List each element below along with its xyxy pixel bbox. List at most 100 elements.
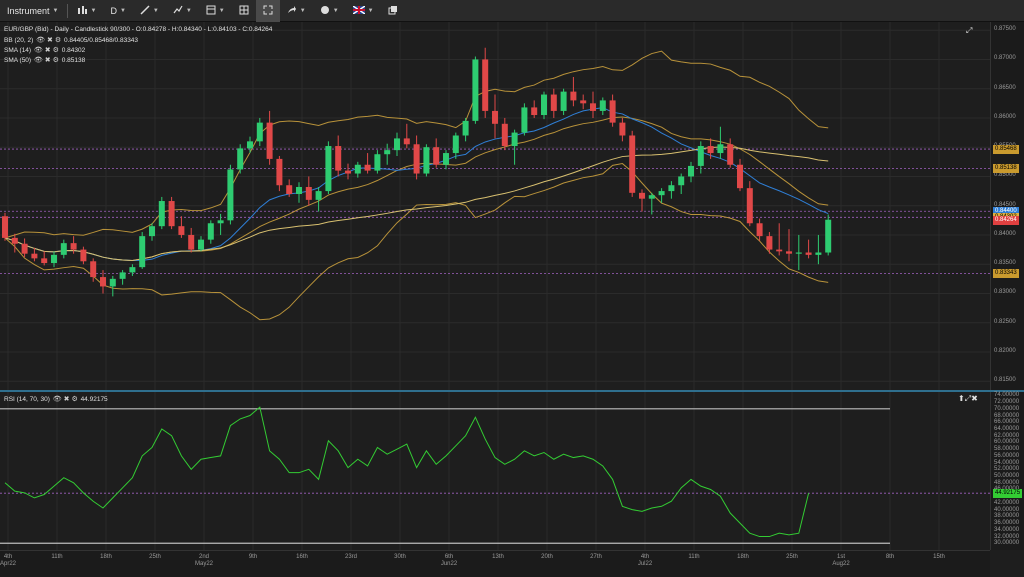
time-tick: 11th bbox=[688, 554, 699, 561]
close-icon[interactable]: ✖ bbox=[44, 47, 51, 54]
rsi-axis-label: 42.00000 bbox=[994, 499, 1020, 506]
candle-body bbox=[492, 110, 498, 124]
time-tick: 30th bbox=[394, 554, 406, 561]
candle-body bbox=[296, 186, 302, 195]
candle-body bbox=[188, 234, 195, 250]
price-axis-label: 0.82500 bbox=[994, 318, 1016, 325]
pane-controls: ⬆⤢✖ bbox=[958, 394, 978, 404]
layout-icon bbox=[239, 5, 249, 17]
close-icon[interactable]: ✖ bbox=[971, 394, 978, 403]
template-button[interactable]: ▼ bbox=[199, 0, 232, 22]
candle-body bbox=[609, 100, 616, 123]
expand-icon[interactable]: ⤢ bbox=[964, 394, 972, 403]
candle-body bbox=[413, 144, 420, 174]
candle-body bbox=[100, 277, 106, 287]
price-axis[interactable]: 0.875000.870000.865000.860000.855000.850… bbox=[990, 22, 1024, 390]
price-tag: 0.84400 bbox=[993, 207, 1019, 217]
candle-body bbox=[766, 236, 773, 250]
candle-body bbox=[737, 164, 743, 189]
gear-icon[interactable]: ⚙ bbox=[71, 396, 78, 403]
candle-body bbox=[756, 223, 763, 237]
time-tick-label: 15th bbox=[933, 554, 945, 560]
language-button[interactable]: ▼ bbox=[346, 0, 381, 22]
price-axis-label: 0.86000 bbox=[994, 113, 1016, 120]
time-axis[interactable]: 4th Apr22 11th 18th 25th 2nd May22 9th 16th 23rd 3… bbox=[0, 550, 990, 577]
layout-button[interactable] bbox=[232, 0, 256, 22]
time-tick-label: 11th bbox=[51, 554, 63, 560]
rsi-chart[interactable] bbox=[0, 392, 990, 550]
rsi-axis[interactable]: 74.00000 72.00000 70.00000 68.00000 66.00000… bbox=[990, 392, 1024, 550]
rsi-axis-label: 62.00000 bbox=[994, 432, 1020, 439]
candle-body bbox=[443, 153, 449, 165]
candle-body bbox=[795, 252, 802, 254]
time-tick: 27th bbox=[590, 554, 602, 561]
share-icon bbox=[287, 5, 297, 17]
gear-icon[interactable]: ⚙ bbox=[52, 57, 59, 64]
candle-body bbox=[599, 100, 606, 111]
time-tick-label: 18th bbox=[100, 554, 112, 560]
theme-icon bbox=[320, 5, 330, 17]
bb-values: 0.84405/0.85468/0.83343 bbox=[63, 37, 139, 44]
eye-icon[interactable]: 👁 bbox=[33, 57, 43, 64]
candle-body bbox=[237, 148, 244, 170]
gear-icon[interactable]: ⚙ bbox=[54, 37, 62, 44]
price-tag: 0.83343 bbox=[993, 269, 1019, 279]
rsi-axis-label: 64.00000 bbox=[994, 425, 1020, 432]
eye-icon[interactable]: 👁 bbox=[36, 37, 45, 44]
candle-body bbox=[31, 253, 38, 259]
rsi-tag: 44.92175 bbox=[993, 489, 1023, 499]
move-up-icon[interactable]: ⬆ bbox=[958, 394, 965, 403]
chevron-down-icon: ▼ bbox=[332, 7, 339, 14]
share-button[interactable]: ▼ bbox=[280, 0, 313, 22]
theme-button[interactable]: ▼ bbox=[313, 0, 346, 22]
candle-body bbox=[648, 195, 655, 199]
candle-body bbox=[629, 135, 636, 193]
candle-body bbox=[707, 146, 714, 154]
chevron-down-icon: ▼ bbox=[185, 7, 192, 14]
fullscreen-button[interactable] bbox=[255, 0, 280, 22]
candle-body bbox=[541, 94, 547, 116]
rsi-axis-label: 56.00000 bbox=[994, 452, 1020, 459]
eye-icon[interactable]: 👁 bbox=[33, 47, 43, 54]
popout-button[interactable] bbox=[381, 0, 405, 22]
price-axis-label: 0.81500 bbox=[994, 377, 1016, 384]
price-chart[interactable] bbox=[0, 22, 990, 390]
rsi-axis-label: 74.00000 bbox=[994, 392, 1020, 399]
candle-body bbox=[452, 135, 459, 154]
rsi-axis-label: 70.00000 bbox=[994, 405, 1020, 412]
time-tick-month: Aug22 bbox=[832, 561, 850, 567]
sma14-value: 0.84302 bbox=[61, 47, 86, 54]
rsi-label: RSI (14, 70, 30) bbox=[4, 396, 50, 403]
expand-icon[interactable]: ⤢ bbox=[966, 26, 973, 35]
candle-body bbox=[786, 251, 792, 254]
price-axis-label: 0.82000 bbox=[994, 347, 1016, 354]
time-tick-label: 20th bbox=[541, 554, 553, 560]
candle-body bbox=[119, 272, 126, 279]
eye-icon[interactable]: 👁 bbox=[52, 396, 62, 403]
period-selector[interactable]: D ▼ bbox=[103, 0, 132, 22]
time-tick-month: Jul22 bbox=[637, 561, 653, 567]
indicator-button[interactable]: ▼ bbox=[166, 0, 199, 22]
language-flag-icon bbox=[352, 4, 366, 16]
time-tick: 4th Apr22 bbox=[0, 554, 16, 568]
close-icon[interactable]: ✖ bbox=[63, 396, 70, 403]
candle-body bbox=[149, 226, 155, 237]
candle-body bbox=[590, 103, 596, 111]
gear-icon[interactable]: ⚙ bbox=[52, 47, 59, 54]
draw-tool-button[interactable]: ▼ bbox=[133, 0, 166, 22]
chart-type-button[interactable]: ▼ bbox=[70, 0, 103, 22]
rsi-axis-label: 34.00000 bbox=[994, 526, 1020, 533]
rsi-axis-label: 66.00000 bbox=[994, 419, 1020, 426]
price-axis-label: 0.84500 bbox=[994, 201, 1016, 208]
candle-body bbox=[433, 147, 440, 165]
instrument-menu[interactable]: Instrument ▼ bbox=[0, 0, 65, 22]
time-tick-label: 4th bbox=[640, 554, 650, 560]
pane-divider[interactable] bbox=[0, 390, 1024, 392]
close-icon[interactable]: ✖ bbox=[44, 57, 51, 64]
chevron-down-icon: ▼ bbox=[119, 7, 126, 14]
close-icon[interactable]: ✖ bbox=[46, 37, 53, 44]
rsi-axis-label: 58.00000 bbox=[994, 446, 1020, 453]
bb-label: BB (20, 2) bbox=[4, 37, 34, 44]
bb-legend: BB (20, 2) 👁 ✖ ⚙ 0.84405/0.85468/0.83343 bbox=[4, 36, 138, 44]
candle-body bbox=[511, 132, 518, 147]
